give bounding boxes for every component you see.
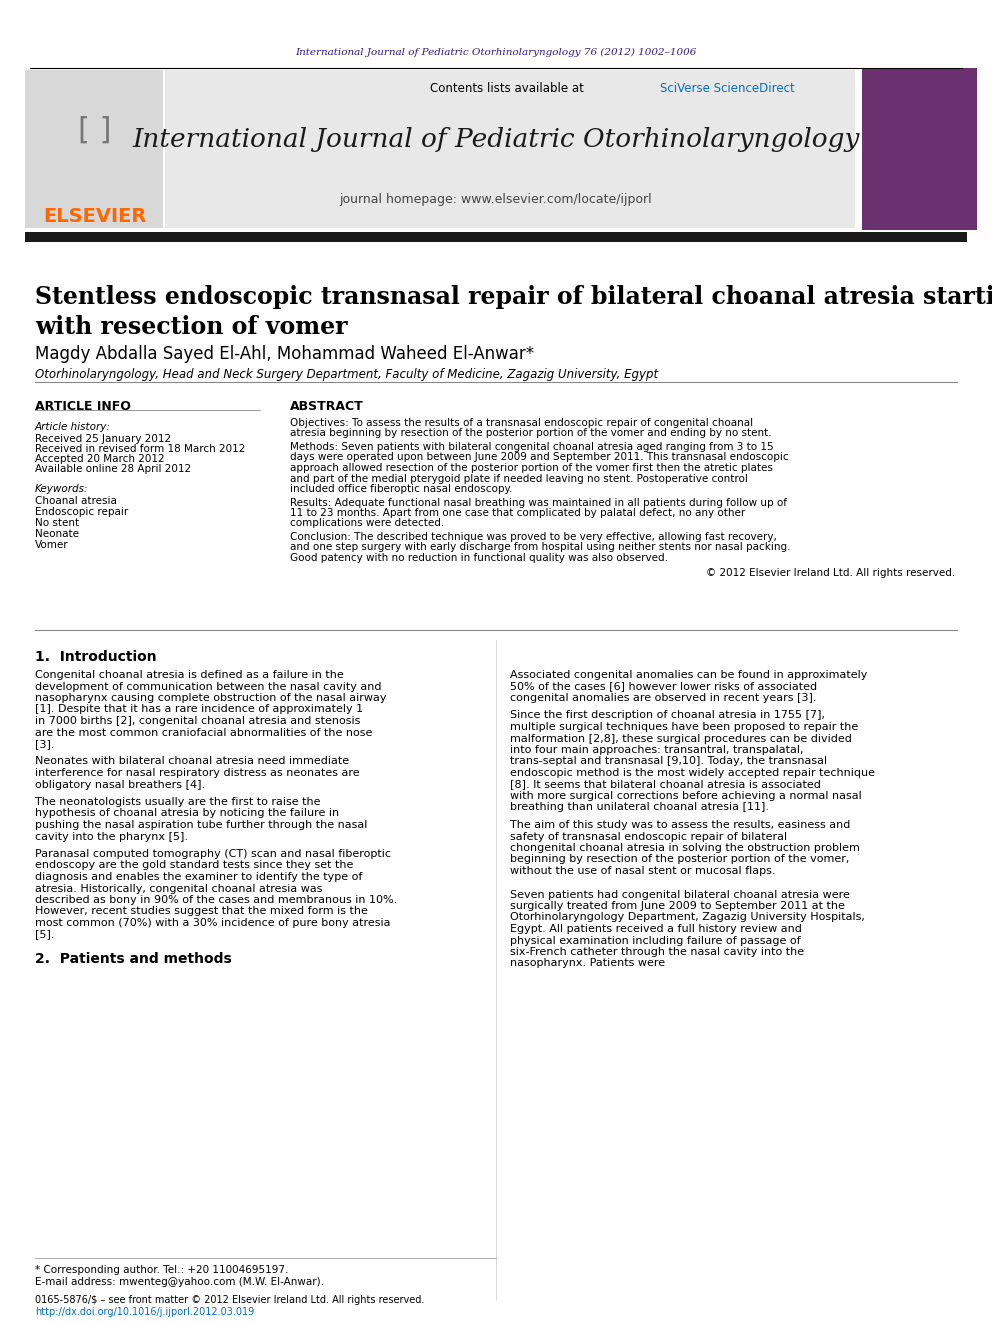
Text: Conclusion: The described technique was proved to be very effective, allowing fa: Conclusion: The described technique was …	[290, 532, 777, 542]
Text: most common (70%) with a 30% incidence of pure bony atresia: most common (70%) with a 30% incidence o…	[35, 918, 391, 927]
Text: days were operated upon between June 2009 and September 2011. This transnasal en: days were operated upon between June 200…	[290, 452, 789, 463]
Text: breathing than unilateral choanal atresia [11].: breathing than unilateral choanal atresi…	[510, 803, 769, 812]
Text: Magdy Abdalla Sayed El-Ahl, Mohammad Waheed El-Anwar*: Magdy Abdalla Sayed El-Ahl, Mohammad Wah…	[35, 345, 534, 363]
Text: [1]. Despite that it has a rare incidence of approximately 1: [1]. Despite that it has a rare incidenc…	[35, 705, 363, 714]
Text: and part of the medial pterygoid plate if needed leaving no stent. Postoperative: and part of the medial pterygoid plate i…	[290, 474, 748, 483]
Text: physical examination including failure of passage of: physical examination including failure o…	[510, 935, 801, 946]
Text: trans-septal and transnasal [9,10]. Today, the transnasal: trans-septal and transnasal [9,10]. Toda…	[510, 757, 827, 766]
Text: Neonates with bilateral choanal atresia need immediate: Neonates with bilateral choanal atresia …	[35, 757, 349, 766]
FancyBboxPatch shape	[165, 70, 855, 228]
Text: atresia beginning by resection of the posterior portion of the vomer and ending : atresia beginning by resection of the po…	[290, 429, 772, 438]
Text: development of communication between the nasal cavity and: development of communication between the…	[35, 681, 382, 692]
Text: Otorhinolaryngology Department, Zagazig University Hospitals,: Otorhinolaryngology Department, Zagazig …	[510, 913, 865, 922]
Text: Neonate: Neonate	[35, 529, 79, 538]
Text: surgically treated from June 2009 to September 2011 at the: surgically treated from June 2009 to Sep…	[510, 901, 845, 912]
Text: in 7000 births [2], congenital choanal atresia and stenosis: in 7000 births [2], congenital choanal a…	[35, 716, 360, 726]
Text: obligatory nasal breathers [4].: obligatory nasal breathers [4].	[35, 779, 205, 790]
FancyBboxPatch shape	[25, 70, 163, 228]
Text: diagnosis and enables the examiner to identify the type of: diagnosis and enables the examiner to id…	[35, 872, 362, 882]
Text: Choanal atresia: Choanal atresia	[35, 496, 117, 505]
Text: Paranasal computed tomography (CT) scan and nasal fiberoptic: Paranasal computed tomography (CT) scan …	[35, 849, 391, 859]
Text: Endoscopic repair: Endoscopic repair	[35, 507, 128, 517]
Text: [8]. It seems that bilateral choanal atresia is associated: [8]. It seems that bilateral choanal atr…	[510, 779, 820, 790]
Text: Stentless endoscopic transnasal repair of bilateral choanal atresia starting
wit: Stentless endoscopic transnasal repair o…	[35, 284, 992, 339]
Text: [5].: [5].	[35, 930, 55, 939]
Text: [3].: [3].	[35, 740, 55, 749]
Text: ELSEVIER: ELSEVIER	[44, 206, 147, 225]
Text: complications were detected.: complications were detected.	[290, 519, 444, 528]
Text: multiple surgical techniques have been proposed to repair the: multiple surgical techniques have been p…	[510, 722, 858, 732]
Text: Since the first description of choanal atresia in 1755 [7],: Since the first description of choanal a…	[510, 710, 825, 721]
Text: are the most common craniofacial abnormalities of the nose: are the most common craniofacial abnorma…	[35, 728, 372, 737]
Text: endoscopic method is the most widely accepted repair technique: endoscopic method is the most widely acc…	[510, 767, 875, 778]
Text: included office fiberoptic nasal endoscopy.: included office fiberoptic nasal endosco…	[290, 484, 513, 493]
Text: Accepted 20 March 2012: Accepted 20 March 2012	[35, 454, 165, 464]
Text: 11 to 23 months. Apart from one case that complicated by palatal defect, no any : 11 to 23 months. Apart from one case tha…	[290, 508, 745, 519]
Text: Congenital choanal atresia is defined as a failure in the: Congenital choanal atresia is defined as…	[35, 669, 344, 680]
Text: Keywords:: Keywords:	[35, 484, 88, 493]
Text: Results: Adequate functional nasal breathing was maintained in all patients duri: Results: Adequate functional nasal breat…	[290, 497, 787, 508]
Text: http://dx.doi.org/10.1016/j.ijporl.2012.03.019: http://dx.doi.org/10.1016/j.ijporl.2012.…	[35, 1307, 254, 1316]
Text: malformation [2,8], these surgical procedures can be divided: malformation [2,8], these surgical proce…	[510, 733, 852, 744]
Text: described as bony in 90% of the cases and membranous in 10%.: described as bony in 90% of the cases an…	[35, 894, 397, 905]
Text: The aim of this study was to assess the results, easiness and: The aim of this study was to assess the …	[510, 820, 850, 830]
Text: chongenital choanal atresia in solving the obstruction problem: chongenital choanal atresia in solving t…	[510, 843, 860, 853]
Text: Good patency with no reduction in functional quality was also observed.: Good patency with no reduction in functi…	[290, 553, 668, 564]
Text: cavity into the pharynx [5].: cavity into the pharynx [5].	[35, 831, 188, 841]
Text: Vomer: Vomer	[35, 540, 68, 550]
Text: approach allowed resection of the posterior portion of the vomer first then the : approach allowed resection of the poster…	[290, 463, 773, 474]
Text: 1.  Introduction: 1. Introduction	[35, 650, 157, 664]
Text: Seven patients had congenital bilateral choanal atresia were: Seven patients had congenital bilateral …	[510, 889, 850, 900]
Text: with more surgical corrections before achieving a normal nasal: with more surgical corrections before ac…	[510, 791, 862, 800]
Text: hypothesis of choanal atresia by noticing the failure in: hypothesis of choanal atresia by noticin…	[35, 808, 339, 819]
Text: and one step surgery with early discharge from hospital using neither stents nor: and one step surgery with early discharg…	[290, 542, 791, 553]
Text: journal homepage: www.elsevier.com/locate/ijporl: journal homepage: www.elsevier.com/locat…	[339, 193, 653, 206]
FancyBboxPatch shape	[862, 67, 977, 230]
Text: Received 25 January 2012: Received 25 January 2012	[35, 434, 172, 445]
Text: ARTICLE INFO: ARTICLE INFO	[35, 400, 131, 413]
Text: © 2012 Elsevier Ireland Ltd. All rights reserved.: © 2012 Elsevier Ireland Ltd. All rights …	[705, 569, 955, 578]
Text: nasopharynx. Patients were: nasopharynx. Patients were	[510, 958, 665, 968]
Text: International Journal of Pediatric Otorhinolaryngology 76 (2012) 1002–1006: International Journal of Pediatric Otorh…	[296, 48, 696, 57]
Text: Available online 28 April 2012: Available online 28 April 2012	[35, 464, 191, 474]
Text: six-French catheter through the nasal cavity into the: six-French catheter through the nasal ca…	[510, 947, 805, 957]
Text: 50% of the cases [6] however lower risks of associated: 50% of the cases [6] however lower risks…	[510, 681, 817, 692]
Text: without the use of nasal stent or mucosal flaps.: without the use of nasal stent or mucosa…	[510, 867, 776, 876]
FancyBboxPatch shape	[25, 232, 967, 242]
Text: safety of transnasal endoscopic repair of bilateral: safety of transnasal endoscopic repair o…	[510, 831, 787, 841]
Text: The neonatologists usually are the first to raise the: The neonatologists usually are the first…	[35, 796, 320, 807]
Text: congenital anomalies are observed in recent years [3].: congenital anomalies are observed in rec…	[510, 693, 816, 703]
Text: Contents lists available at: Contents lists available at	[430, 82, 584, 94]
Text: SciVerse ScienceDirect: SciVerse ScienceDirect	[660, 82, 795, 94]
Text: However, recent studies suggest that the mixed form is the: However, recent studies suggest that the…	[35, 906, 368, 917]
Text: nasopharynx causing complete obstruction of the nasal airway: nasopharynx causing complete obstruction…	[35, 693, 387, 703]
Text: No stent: No stent	[35, 519, 79, 528]
Text: Egypt. All patients received a full history review and: Egypt. All patients received a full hist…	[510, 923, 802, 934]
Text: Objectives: To assess the results of a transnasal endoscopic repair of congenita: Objectives: To assess the results of a t…	[290, 418, 753, 429]
Text: interference for nasal respiratory distress as neonates are: interference for nasal respiratory distr…	[35, 767, 360, 778]
Text: atresia. Historically, congenital choanal atresia was: atresia. Historically, congenital choana…	[35, 884, 322, 893]
Text: Otorhinolaryngology, Head and Neck Surgery Department, Faculty of Medicine, Zaga: Otorhinolaryngology, Head and Neck Surge…	[35, 368, 658, 381]
Text: into four main approaches: transantral, transpalatal,: into four main approaches: transantral, …	[510, 745, 804, 755]
Text: 0165-5876/$ – see front matter © 2012 Elsevier Ireland Ltd. All rights reserved.: 0165-5876/$ – see front matter © 2012 El…	[35, 1295, 425, 1304]
Text: E-mail address: mwenteg@yahoo.com (M.W. El-Anwar).: E-mail address: mwenteg@yahoo.com (M.W. …	[35, 1277, 324, 1287]
Text: Received in revised form 18 March 2012: Received in revised form 18 March 2012	[35, 445, 245, 454]
Text: beginning by resection of the posterior portion of the vomer,: beginning by resection of the posterior …	[510, 855, 849, 864]
Text: pushing the nasal aspiration tube further through the nasal: pushing the nasal aspiration tube furthe…	[35, 820, 367, 830]
Text: 2.  Patients and methods: 2. Patients and methods	[35, 953, 232, 966]
Text: International Journal of Pediatric Otorhinolaryngology: International Journal of Pediatric Otorh…	[132, 127, 860, 152]
Text: Associated congenital anomalies can be found in approximately: Associated congenital anomalies can be f…	[510, 669, 867, 680]
Text: [ ]: [ ]	[78, 115, 112, 144]
Text: Methods: Seven patients with bilateral congenital choanal atresia aged ranging f: Methods: Seven patients with bilateral c…	[290, 442, 774, 452]
Text: ABSTRACT: ABSTRACT	[290, 400, 364, 413]
Text: endoscopy are the gold standard tests since they set the: endoscopy are the gold standard tests si…	[35, 860, 353, 871]
Text: * Corresponding author. Tel.: +20 11004695197.: * Corresponding author. Tel.: +20 110046…	[35, 1265, 289, 1275]
Text: Article history:: Article history:	[35, 422, 111, 433]
